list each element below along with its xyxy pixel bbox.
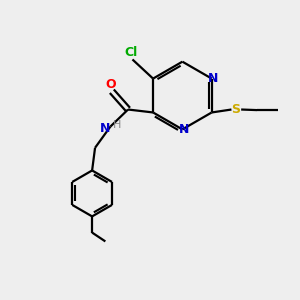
Text: S: S [231, 103, 240, 116]
Text: H: H [113, 120, 121, 130]
Text: O: O [105, 78, 116, 91]
Text: Cl: Cl [124, 46, 138, 59]
Text: N: N [208, 72, 218, 85]
Text: N: N [100, 122, 110, 135]
Text: N: N [178, 124, 189, 136]
